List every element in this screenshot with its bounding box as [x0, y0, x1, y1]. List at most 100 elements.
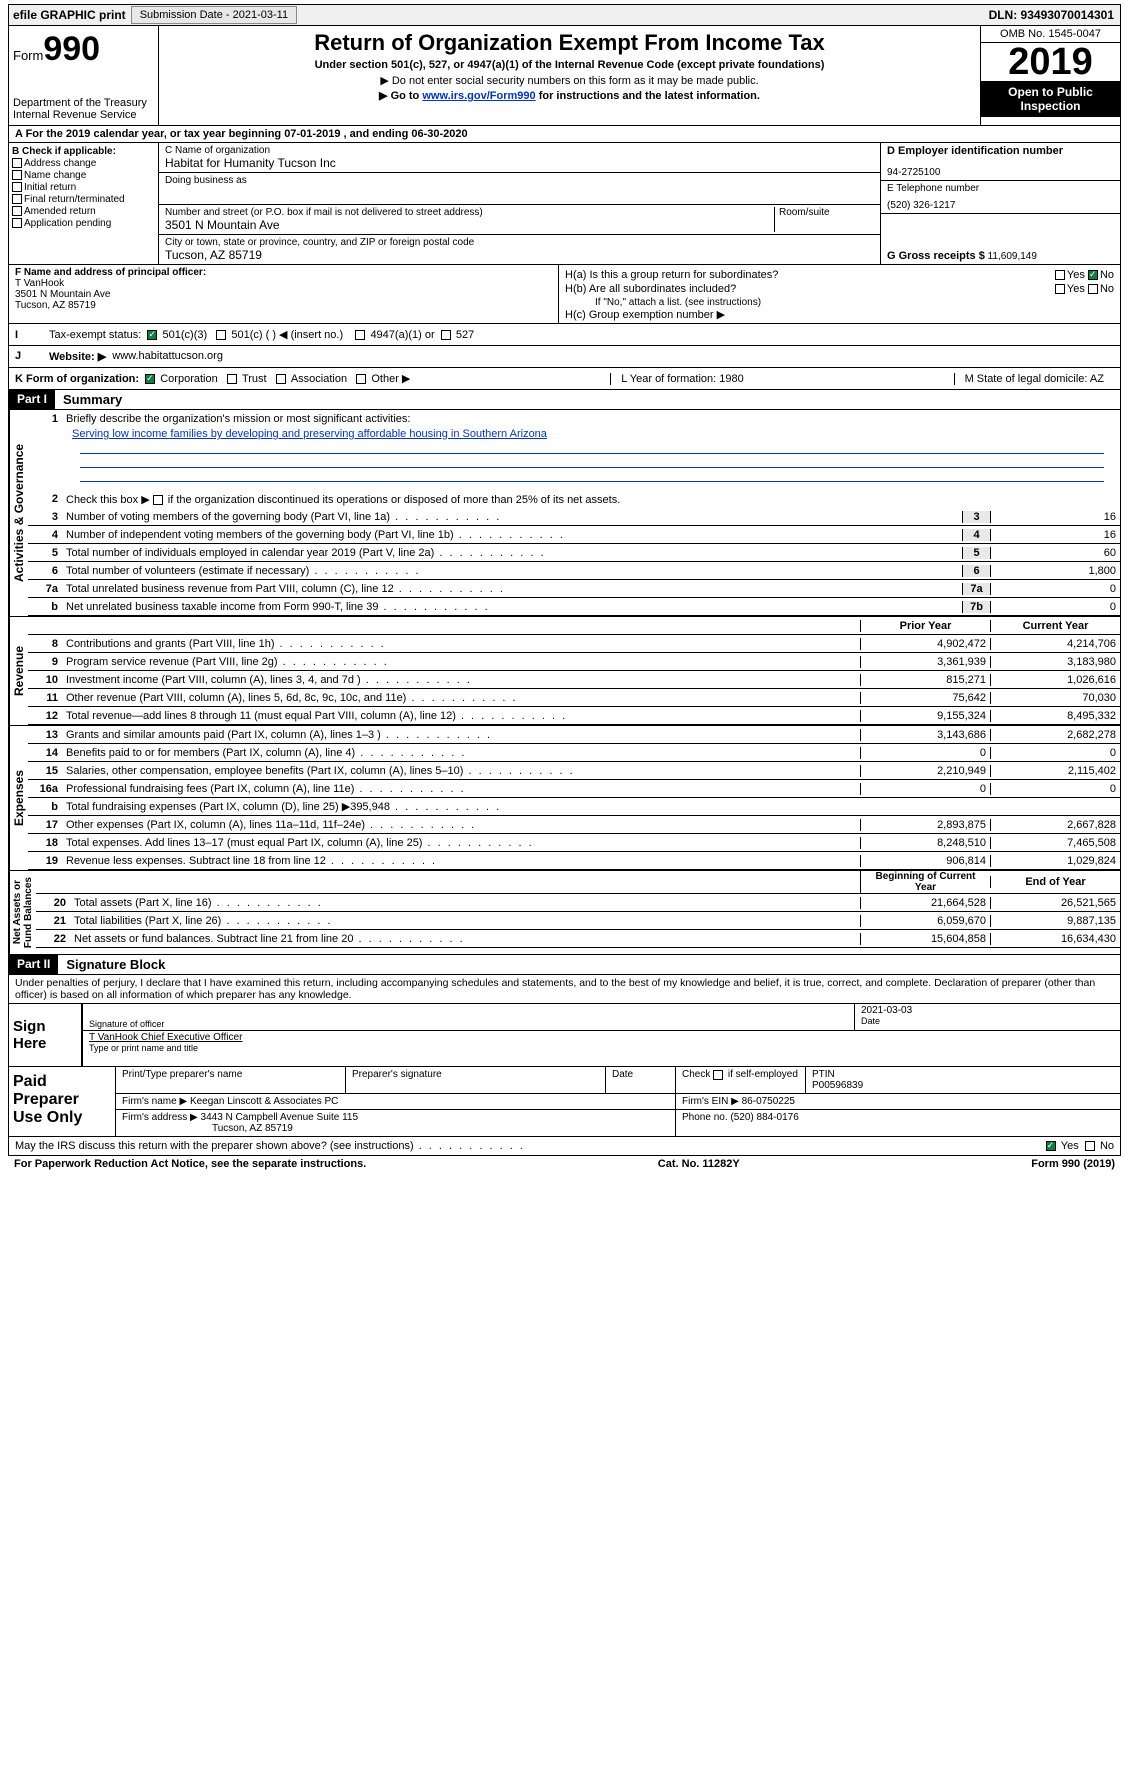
summary-line: 19 Revenue less expenses. Subtract line … — [28, 852, 1120, 870]
hb-no-checkbox[interactable] — [1088, 284, 1098, 294]
corp-checkbox[interactable] — [145, 374, 155, 384]
summary-governance: Activities & Governance 1 Briefly descri… — [8, 410, 1121, 617]
cat-no: Cat. No. 11282Y — [658, 1158, 740, 1170]
name-change-checkbox[interactable] — [12, 170, 22, 180]
form-id: Form 990 (2019) — [1031, 1158, 1115, 1170]
officer-name-title: T VanHook Chief Executive Officer — [89, 1032, 1114, 1043]
line2-text: Check this box ▶ if the organization dis… — [66, 494, 620, 506]
address-change-checkbox[interactable] — [12, 158, 22, 168]
summary-line: 20 Total assets (Part X, line 16) 21,664… — [36, 894, 1120, 912]
preparer-label: Paid Preparer Use Only — [9, 1067, 115, 1136]
block-c: C Name of organization Habitat for Human… — [159, 143, 880, 264]
summary-line: 15 Salaries, other compensation, employe… — [28, 762, 1120, 780]
room-suite-label: Room/suite — [774, 207, 874, 232]
goto-prefix: ▶ Go to — [379, 90, 422, 102]
header-right: OMB No. 1545-0047 2019 Open to Public In… — [980, 26, 1120, 125]
summary-line: 18 Total expenses. Add lines 13–17 (must… — [28, 834, 1120, 852]
tax-exempt-row: I Tax-exempt status: 501(c)(3) 501(c) ( … — [8, 324, 1121, 346]
summary-line: 22 Net assets or fund balances. Subtract… — [36, 930, 1120, 948]
org-name-label: C Name of organization — [165, 145, 874, 156]
initial-return-checkbox[interactable] — [12, 182, 22, 192]
vert-governance: Activities & Governance — [9, 410, 28, 616]
form-subtitle-1: Under section 501(c), 527, or 4947(a)(1)… — [167, 59, 972, 71]
line2-checkbox[interactable] — [153, 495, 163, 505]
address-change-label: Address change — [24, 158, 96, 169]
tax-exempt-label: Tax-exempt status: — [49, 329, 141, 341]
summary-line: 21 Total liabilities (Part X, line 26) 6… — [36, 912, 1120, 930]
firm-phone-label: Phone no. — [682, 1112, 728, 1123]
501c3-checkbox[interactable] — [147, 330, 157, 340]
amended-return-checkbox[interactable] — [12, 206, 22, 216]
line-a-tax-period: A For the 2019 calendar year, or tax yea… — [8, 126, 1121, 143]
current-year-header: Current Year — [990, 620, 1120, 632]
website-row: J Website: ▶ www.habitattucson.org — [8, 346, 1121, 368]
print-name-label: Print/Type preparer's name — [116, 1067, 346, 1093]
mission-rule — [80, 440, 1104, 454]
other-checkbox[interactable] — [356, 374, 366, 384]
summary-line: 5 Total number of individuals employed i… — [28, 544, 1120, 562]
assoc-checkbox[interactable] — [276, 374, 286, 384]
firm-ein-value: 86-0750225 — [742, 1096, 795, 1107]
app-pending-label: Application pending — [24, 218, 111, 229]
officer-city: Tucson, AZ 85719 — [15, 300, 552, 311]
line1-label: Briefly describe the organization's miss… — [64, 412, 1120, 426]
form-subtitle-2: ▶ Do not enter social security numbers o… — [167, 74, 972, 87]
vert-netassets: Net Assets or Fund Balances — [9, 871, 36, 954]
website-value: www.habitattucson.org — [112, 350, 223, 363]
summary-line: 4 Number of independent voting members o… — [28, 526, 1120, 544]
summary-line: 8 Contributions and grants (Part VIII, l… — [28, 635, 1120, 653]
perjury-text: Under penalties of perjury, I declare th… — [8, 975, 1121, 1004]
end-year-header: End of Year — [990, 876, 1120, 888]
firm-name-value: Keegan Linscott & Associates PC — [190, 1096, 338, 1107]
year-formation: L Year of formation: 1980 — [610, 373, 754, 385]
ein-value: 94-2725100 — [887, 167, 1114, 178]
part-ii-tag: Part II — [9, 955, 58, 974]
block-b-checks: B Check if applicable: Address change Na… — [9, 143, 159, 264]
open-public-badge: Open to Public Inspection — [981, 81, 1120, 117]
dept-label: Department of the Treasury Internal Reve… — [13, 97, 154, 121]
mission-rule — [80, 454, 1104, 468]
firm-addr-label: Firm's address ▶ — [122, 1112, 198, 1123]
block-de: D Employer identification number 94-2725… — [880, 143, 1120, 264]
footer: For Paperwork Reduction Act Notice, see … — [8, 1156, 1121, 1172]
discuss-row: May the IRS discuss this return with the… — [8, 1137, 1121, 1156]
summary-line: 16a Professional fundraising fees (Part … — [28, 780, 1120, 798]
sig-date-value: 2021-03-03 — [861, 1005, 1114, 1016]
hc-label: H(c) Group exemption number ▶ — [565, 308, 1114, 321]
discuss-yes-checkbox[interactable] — [1046, 1141, 1056, 1151]
self-employed-checkbox[interactable] — [713, 1070, 723, 1080]
ha-yes-checkbox[interactable] — [1055, 270, 1065, 280]
527-checkbox[interactable] — [441, 330, 451, 340]
summary-line: 6 Total number of volunteers (estimate i… — [28, 562, 1120, 580]
identity-block: B Check if applicable: Address change Na… — [8, 143, 1121, 265]
app-pending-checkbox[interactable] — [12, 218, 22, 228]
dba-label: Doing business as — [165, 175, 874, 186]
phone-value: (520) 326-1217 — [887, 200, 1114, 211]
ein-label: D Employer identification number — [887, 145, 1063, 157]
discuss-no-checkbox[interactable] — [1085, 1141, 1095, 1151]
goto-suffix: for instructions and the latest informat… — [536, 90, 760, 102]
ha-no-checkbox[interactable] — [1088, 270, 1098, 280]
part-i-title: Summary — [55, 390, 130, 409]
hb-yes-checkbox[interactable] — [1055, 284, 1065, 294]
part-ii-title: Signature Block — [58, 955, 173, 974]
block-h: H(a) Is this a group return for subordin… — [559, 265, 1120, 323]
summary-line: 12 Total revenue—add lines 8 through 11 … — [28, 707, 1120, 725]
final-return-checkbox[interactable] — [12, 194, 22, 204]
begin-year-header: Beginning of Current Year — [860, 871, 990, 893]
4947a1-checkbox[interactable] — [355, 330, 365, 340]
form-header: Form990 Department of the Treasury Inter… — [8, 26, 1121, 126]
submission-date-button[interactable]: Submission Date - 2021-03-11 — [131, 6, 297, 24]
irs-link[interactable]: www.irs.gov/Form990 — [422, 90, 535, 102]
header-center: Return of Organization Exempt From Incom… — [159, 26, 980, 125]
amended-return-label: Amended return — [24, 206, 96, 217]
firm-addr-value: 3443 N Campbell Avenue Suite 115 — [201, 1112, 359, 1123]
501c-checkbox[interactable] — [216, 330, 226, 340]
officer-street: 3501 N Mountain Ave — [15, 289, 552, 300]
paperwork-notice: For Paperwork Reduction Act Notice, see … — [14, 1158, 366, 1170]
korg-label: K Form of organization: — [15, 373, 139, 385]
state-domicile: M State of legal domicile: AZ — [954, 373, 1114, 385]
trust-checkbox[interactable] — [227, 374, 237, 384]
officer-group-block: F Name and address of principal officer:… — [8, 265, 1121, 324]
summary-line: 7a Total unrelated business revenue from… — [28, 580, 1120, 598]
